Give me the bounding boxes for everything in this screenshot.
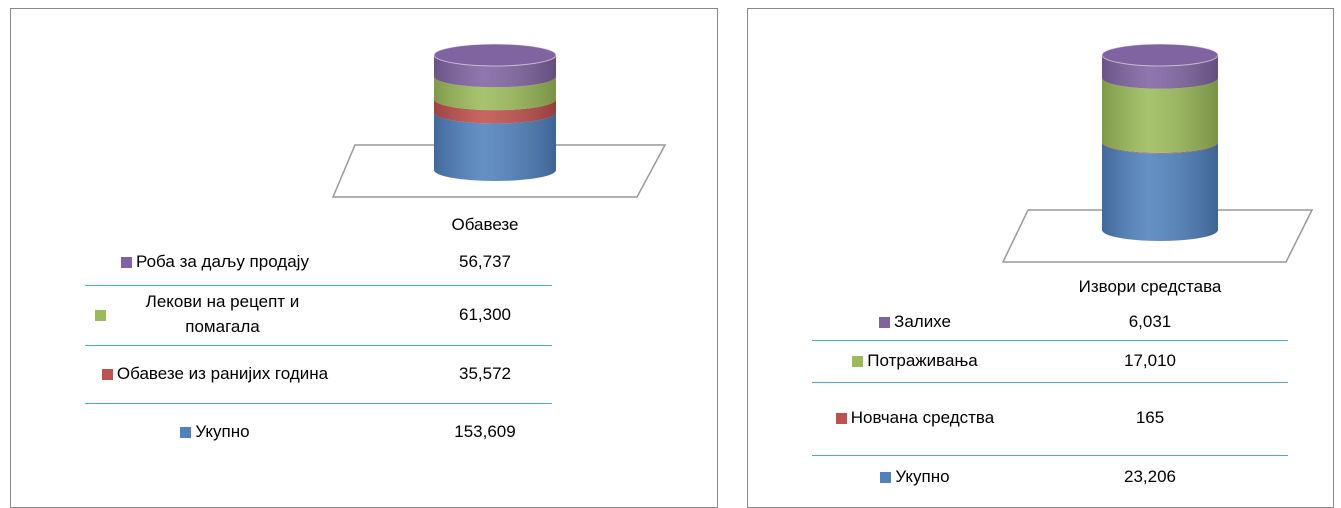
legend-swatch <box>852 355 864 367</box>
row-separator <box>85 345 552 346</box>
legend-swatch <box>835 413 847 424</box>
legend-entry: Укупно <box>815 455 1015 500</box>
row-separator <box>85 285 552 286</box>
data-label: 56,737 <box>459 252 511 272</box>
legend-label: Потраживања <box>867 350 978 370</box>
cylinder-shade <box>434 112 556 181</box>
cylinder-shade <box>1102 77 1218 153</box>
legend-entry: Обавезе из ранијих година <box>95 345 335 403</box>
legend-entry: Залихе <box>815 305 1015 340</box>
category-label: Извори средстава <box>1078 276 1222 296</box>
legend-swatch <box>879 317 891 328</box>
data-label: 6,031 <box>1128 312 1172 332</box>
legend-swatch <box>880 472 892 483</box>
legend-label: Обавезе из ранијих година <box>116 363 329 383</box>
data-label: 165 <box>1135 408 1165 428</box>
data-label: 17,010 <box>1124 350 1176 370</box>
row-separator <box>812 340 1288 341</box>
row-separator <box>812 382 1288 383</box>
legend-label: Залихе <box>894 312 951 332</box>
cylinder-shade <box>434 99 556 124</box>
row-separator <box>812 455 1288 456</box>
data-label: 61,300 <box>459 304 511 324</box>
cylinder-shade <box>434 55 556 88</box>
legend-label: Лекови на рецепт и помагала <box>145 292 300 336</box>
cylinder-shade <box>434 76 556 111</box>
legend-entry: Новчана средства <box>815 382 1015 455</box>
cylinder-top <box>1101 43 1219 67</box>
legend-swatch <box>101 368 113 380</box>
legend-swatch <box>95 309 106 321</box>
data-label: 153,609 <box>454 422 516 442</box>
legend-entry: Потраживања <box>815 340 1015 382</box>
legend-label: Роба за даљу продају <box>136 252 309 272</box>
legend-label: Укупно <box>195 422 250 442</box>
row-separator <box>85 403 552 404</box>
legend-label: Укупно <box>895 467 950 487</box>
cylinder-shade <box>1102 142 1218 241</box>
cylinder-shade <box>1102 55 1218 89</box>
legend-swatch <box>180 427 192 438</box>
legend-entry: Роба за даљу продају <box>95 240 335 285</box>
category-label: Обавезе <box>451 214 519 234</box>
data-label: 23,206 <box>1124 467 1176 487</box>
data-label: 35,572 <box>459 363 511 383</box>
cylinder-top <box>433 43 557 67</box>
legend-label: Новчана средства <box>850 408 995 428</box>
legend-swatch <box>121 257 133 268</box>
legend-entry: Лекови на рецепт и помагала <box>95 285 335 345</box>
legend-entry: Укупно <box>95 403 335 462</box>
